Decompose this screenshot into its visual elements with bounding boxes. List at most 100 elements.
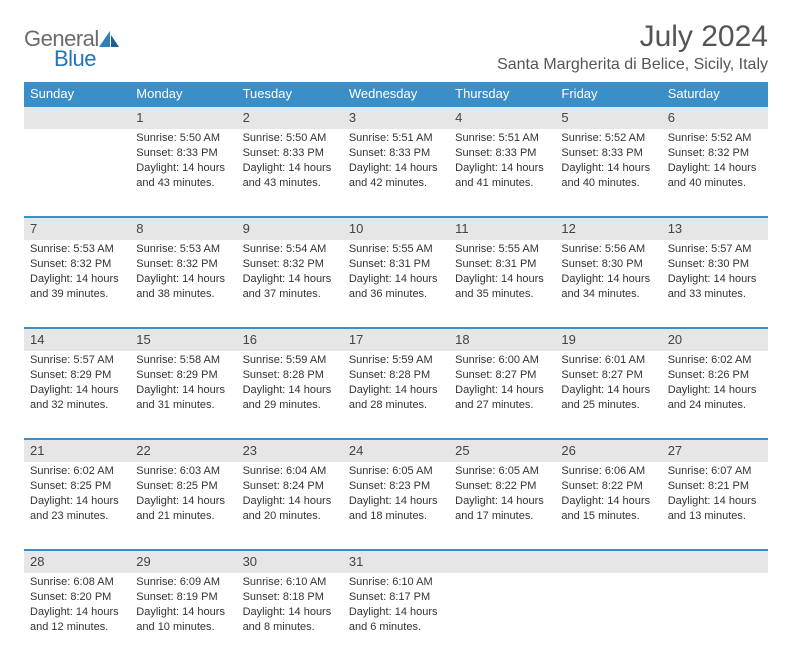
sunset-text: Sunset: 8:20 PM bbox=[30, 590, 124, 605]
daynum-row: 2829 30 31 bbox=[24, 550, 768, 573]
sunrise-text: Sunrise: 6:01 AM bbox=[561, 353, 655, 368]
day-detail-cell: Sunrise: 6:02 AMSunset: 8:26 PMDaylight:… bbox=[662, 351, 768, 439]
day-number: 2 bbox=[243, 110, 250, 125]
daylight-text: Daylight: 14 hours and 40 minutes. bbox=[668, 161, 762, 191]
daylight-text: Daylight: 14 hours and 6 minutes. bbox=[349, 605, 443, 635]
sunrise-text: Sunrise: 6:08 AM bbox=[30, 575, 124, 590]
day-number: 31 bbox=[349, 554, 363, 569]
day-number-cell: 30 bbox=[237, 550, 343, 573]
daylight-text: Daylight: 14 hours and 23 minutes. bbox=[30, 494, 124, 524]
day-detail-cell: Sunrise: 5:53 AMSunset: 8:32 PMDaylight:… bbox=[130, 240, 236, 328]
daynum-row: 21222324252627 bbox=[24, 439, 768, 462]
daynum-row: 14 15 16 17 18 1920 bbox=[24, 328, 768, 351]
day-number: 6 bbox=[668, 110, 675, 125]
day-number-cell: 14 bbox=[24, 328, 130, 351]
day-number-cell: 16 bbox=[237, 328, 343, 351]
sunrise-text: Sunrise: 6:02 AM bbox=[668, 353, 762, 368]
day-number-cell: 15 bbox=[130, 328, 236, 351]
daylight-text: Daylight: 14 hours and 25 minutes. bbox=[561, 383, 655, 413]
sunrise-text: Sunrise: 5:53 AM bbox=[30, 242, 124, 257]
daylight-text: Daylight: 14 hours and 41 minutes. bbox=[455, 161, 549, 191]
daylight-text: Daylight: 14 hours and 38 minutes. bbox=[136, 272, 230, 302]
day-number-cell: 20 bbox=[662, 328, 768, 351]
day-number: 15 bbox=[136, 332, 150, 347]
sunrise-text: Sunrise: 6:07 AM bbox=[668, 464, 762, 479]
day-number-cell: 4 bbox=[449, 106, 555, 129]
day-number-cell: 25 bbox=[449, 439, 555, 462]
day-number-cell: 8 bbox=[130, 217, 236, 240]
day-detail-cell: Sunrise: 6:10 AMSunset: 8:17 PMDaylight:… bbox=[343, 573, 449, 661]
daylight-text: Daylight: 14 hours and 31 minutes. bbox=[136, 383, 230, 413]
day-number-cell: 19 bbox=[555, 328, 661, 351]
daylight-text: Daylight: 14 hours and 36 minutes. bbox=[349, 272, 443, 302]
sunset-text: Sunset: 8:23 PM bbox=[349, 479, 443, 494]
daylight-text: Daylight: 14 hours and 18 minutes. bbox=[349, 494, 443, 524]
daylight-text: Daylight: 14 hours and 17 minutes. bbox=[455, 494, 549, 524]
day-number: 4 bbox=[455, 110, 462, 125]
sunset-text: Sunset: 8:30 PM bbox=[668, 257, 762, 272]
day-number-cell: 10 bbox=[343, 217, 449, 240]
sunrise-text: Sunrise: 5:50 AM bbox=[136, 131, 230, 146]
day-number-cell: 11 bbox=[449, 217, 555, 240]
sunrise-text: Sunrise: 5:52 AM bbox=[668, 131, 762, 146]
daylight-text: Daylight: 14 hours and 8 minutes. bbox=[243, 605, 337, 635]
day-number-cell: 22 bbox=[130, 439, 236, 462]
day-number: 1 bbox=[136, 110, 143, 125]
sunrise-text: Sunrise: 5:59 AM bbox=[349, 353, 443, 368]
sunset-text: Sunset: 8:33 PM bbox=[455, 146, 549, 161]
daylight-text: Daylight: 14 hours and 28 minutes. bbox=[349, 383, 443, 413]
daylight-text: Daylight: 14 hours and 42 minutes. bbox=[349, 161, 443, 191]
day-detail-cell bbox=[449, 573, 555, 661]
sunrise-text: Sunrise: 6:10 AM bbox=[349, 575, 443, 590]
daylight-text: Daylight: 14 hours and 43 minutes. bbox=[136, 161, 230, 191]
detail-row: Sunrise: 5:57 AMSunset: 8:29 PMDaylight:… bbox=[24, 351, 768, 439]
day-number-cell: 29 bbox=[130, 550, 236, 573]
sunrise-text: Sunrise: 5:50 AM bbox=[243, 131, 337, 146]
daylight-text: Daylight: 14 hours and 37 minutes. bbox=[243, 272, 337, 302]
sunset-text: Sunset: 8:27 PM bbox=[561, 368, 655, 383]
day-detail-cell: Sunrise: 5:52 AMSunset: 8:32 PMDaylight:… bbox=[662, 129, 768, 217]
day-detail-cell: Sunrise: 5:58 AMSunset: 8:29 PMDaylight:… bbox=[130, 351, 236, 439]
weekday-header: Thursday bbox=[449, 82, 555, 106]
sunset-text: Sunset: 8:31 PM bbox=[455, 257, 549, 272]
weekday-header: Saturday bbox=[662, 82, 768, 106]
sunrise-text: Sunrise: 6:03 AM bbox=[136, 464, 230, 479]
sunset-text: Sunset: 8:33 PM bbox=[136, 146, 230, 161]
day-number-cell bbox=[24, 106, 130, 129]
day-number: 17 bbox=[349, 332, 363, 347]
day-number-cell: 17 bbox=[343, 328, 449, 351]
daylight-text: Daylight: 14 hours and 15 minutes. bbox=[561, 494, 655, 524]
day-detail-cell: Sunrise: 5:50 AMSunset: 8:33 PMDaylight:… bbox=[237, 129, 343, 217]
day-number-cell: 28 bbox=[24, 550, 130, 573]
day-number: 14 bbox=[30, 332, 44, 347]
sunrise-text: Sunrise: 5:58 AM bbox=[136, 353, 230, 368]
sunrise-text: Sunrise: 5:57 AM bbox=[30, 353, 124, 368]
sunset-text: Sunset: 8:25 PM bbox=[136, 479, 230, 494]
weekday-header-row: Sunday Monday Tuesday Wednesday Thursday… bbox=[24, 82, 768, 106]
sunset-text: Sunset: 8:18 PM bbox=[243, 590, 337, 605]
daynum-row: 78910111213 bbox=[24, 217, 768, 240]
sunrise-text: Sunrise: 6:04 AM bbox=[243, 464, 337, 479]
day-number: 10 bbox=[349, 221, 363, 236]
day-number-cell: 23 bbox=[237, 439, 343, 462]
day-detail-cell: Sunrise: 5:57 AMSunset: 8:29 PMDaylight:… bbox=[24, 351, 130, 439]
sunrise-text: Sunrise: 5:52 AM bbox=[561, 131, 655, 146]
sunrise-text: Sunrise: 5:51 AM bbox=[455, 131, 549, 146]
day-number: 9 bbox=[243, 221, 250, 236]
sunset-text: Sunset: 8:28 PM bbox=[243, 368, 337, 383]
day-number: 13 bbox=[668, 221, 682, 236]
day-detail-cell: Sunrise: 6:06 AMSunset: 8:22 PMDaylight:… bbox=[555, 462, 661, 550]
day-number-cell bbox=[662, 550, 768, 573]
sunset-text: Sunset: 8:32 PM bbox=[136, 257, 230, 272]
day-number: 23 bbox=[243, 443, 257, 458]
sunset-text: Sunset: 8:30 PM bbox=[561, 257, 655, 272]
day-number-cell: 21 bbox=[24, 439, 130, 462]
day-number-cell: 9 bbox=[237, 217, 343, 240]
sunset-text: Sunset: 8:33 PM bbox=[561, 146, 655, 161]
day-detail-cell bbox=[555, 573, 661, 661]
day-detail-cell: Sunrise: 5:55 AMSunset: 8:31 PMDaylight:… bbox=[449, 240, 555, 328]
daylight-text: Daylight: 14 hours and 10 minutes. bbox=[136, 605, 230, 635]
day-number: 30 bbox=[243, 554, 257, 569]
detail-row: Sunrise: 6:02 AMSunset: 8:25 PMDaylight:… bbox=[24, 462, 768, 550]
day-number: 18 bbox=[455, 332, 469, 347]
